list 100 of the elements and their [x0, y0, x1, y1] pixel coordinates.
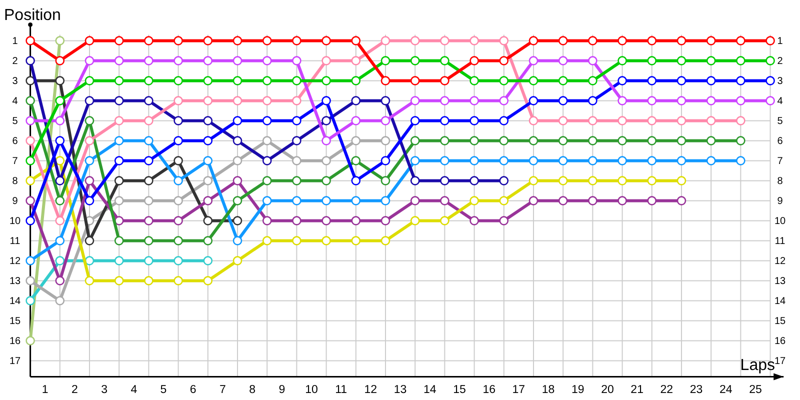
point: [292, 116, 302, 126]
point: [292, 196, 302, 206]
x-tick-label: 14: [423, 384, 437, 396]
point: [380, 116, 390, 126]
point: [84, 176, 94, 186]
point: [174, 216, 183, 226]
point: [588, 116, 598, 126]
x-tick-label: 19: [571, 384, 584, 396]
point: [84, 156, 94, 166]
point: [203, 36, 213, 46]
point: [203, 56, 213, 66]
point: [55, 256, 65, 266]
point: [440, 36, 450, 46]
point: [558, 136, 568, 146]
point: [380, 176, 390, 186]
point: [588, 136, 598, 146]
point: [351, 136, 361, 146]
point: [380, 156, 390, 166]
point: [440, 96, 450, 106]
point: [174, 176, 183, 186]
point: [292, 216, 302, 226]
point: [174, 276, 183, 286]
point: [351, 236, 361, 246]
point: [647, 76, 657, 86]
point: [351, 56, 361, 66]
point: [618, 176, 627, 186]
point: [706, 56, 716, 66]
point: [84, 116, 94, 126]
point: [380, 216, 390, 226]
x-tick-label: 6: [190, 384, 196, 396]
point: [55, 216, 65, 226]
point: [647, 196, 657, 206]
x-tick-label: 1: [42, 384, 48, 396]
point: [292, 156, 302, 166]
point: [84, 236, 94, 246]
point: [558, 176, 568, 186]
point: [440, 176, 450, 186]
point: [114, 36, 124, 46]
point: [676, 176, 686, 186]
y-tick-label: 5: [12, 116, 18, 128]
point: [440, 76, 450, 86]
point: [232, 256, 242, 266]
point: [588, 196, 598, 206]
point: [174, 96, 183, 106]
point: [499, 136, 509, 146]
point: [676, 136, 686, 146]
point: [647, 116, 657, 126]
y-tick-label: 3: [12, 76, 18, 88]
y-tick-label: 2: [12, 56, 18, 68]
point: [84, 76, 94, 86]
point: [262, 36, 272, 46]
point: [144, 56, 154, 66]
point: [647, 176, 657, 186]
x-tick-label: 3: [101, 384, 108, 396]
y-tick-label: 8: [12, 176, 18, 188]
point: [766, 36, 775, 46]
point: [706, 156, 716, 166]
point: [262, 156, 272, 166]
point: [499, 76, 509, 86]
point: [499, 116, 509, 126]
y-tick-label: 6: [12, 136, 18, 148]
point: [114, 96, 124, 106]
point: [203, 136, 213, 146]
point: [588, 156, 598, 166]
point: [322, 196, 331, 206]
x-tick-label: 13: [394, 384, 407, 396]
point: [470, 116, 479, 126]
point: [499, 216, 509, 226]
point: [203, 156, 213, 166]
point: [26, 96, 35, 106]
point: [262, 176, 272, 186]
point: [676, 196, 686, 206]
point: [528, 136, 538, 146]
x-tick-label: 16: [482, 384, 496, 396]
point: [351, 216, 361, 226]
point: [232, 156, 242, 166]
point: [588, 176, 598, 186]
point: [736, 116, 746, 126]
point: [647, 136, 657, 146]
point: [558, 156, 568, 166]
point: [736, 36, 746, 46]
point: [470, 156, 479, 166]
point: [706, 136, 716, 146]
point: [114, 276, 124, 286]
point: [618, 136, 627, 146]
x-axis-title: Laps: [740, 357, 775, 374]
point: [440, 196, 450, 206]
point: [676, 76, 686, 86]
point: [440, 116, 450, 126]
point: [55, 56, 65, 66]
point: [174, 136, 183, 146]
point: [322, 96, 331, 106]
point: [26, 276, 35, 286]
y2-tick-label: 13: [774, 276, 786, 288]
x-tick-label: 10: [305, 384, 318, 396]
y-tick-label: 7: [12, 156, 18, 168]
point: [262, 116, 272, 126]
point: [528, 176, 538, 186]
x-tick-label: 9: [278, 384, 286, 396]
point: [26, 176, 35, 186]
